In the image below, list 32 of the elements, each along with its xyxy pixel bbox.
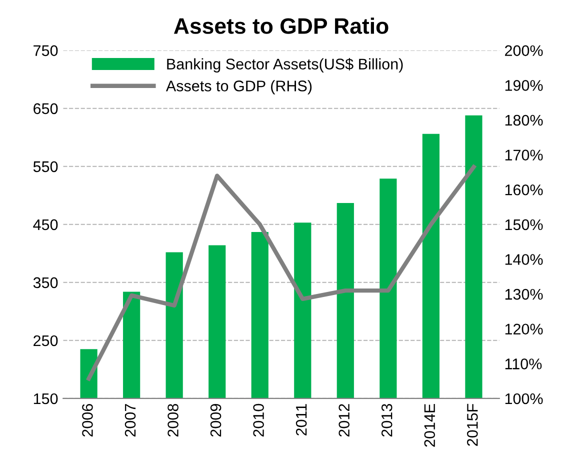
y-tick-label: 250 <box>34 335 58 346</box>
x-tick-label: 2011 <box>296 404 307 436</box>
y2-tick-label: 150% <box>505 219 543 230</box>
chart-title: Assets to GDP Ratio <box>174 18 388 34</box>
y-tick-label: 350 <box>33 277 58 288</box>
x-tick-label: 2015F <box>467 404 478 446</box>
y-tick-label: 750 <box>34 45 58 56</box>
x-tick-label: 2006 <box>82 404 93 437</box>
y-tick-label: 450 <box>33 219 58 230</box>
y2-tick-label: 200% <box>505 45 543 56</box>
x-tick-label: 2008 <box>168 404 178 437</box>
x-tick-label: 2014E <box>424 404 436 447</box>
x-tick-label: 2012 <box>338 404 350 437</box>
legend-label: Banking Sector Assets(US$ Billion) <box>167 58 403 72</box>
y2-tick-label: 140% <box>505 254 543 265</box>
x-tick-label: 2013 <box>381 404 392 437</box>
y2-tick-label: 100% <box>505 393 543 404</box>
legend-label: Assets to GDP (RHS) <box>166 80 312 94</box>
y-tick-label: 550 <box>33 161 58 172</box>
x-tick-label: 2007 <box>124 404 136 437</box>
y-tick-label: 650 <box>34 103 58 114</box>
y2-tick-label: 130% <box>505 288 543 300</box>
y2-tick-label: 160% <box>505 184 543 196</box>
y2-tick-label: 120% <box>505 324 543 335</box>
line-series <box>86 164 476 381</box>
x-tick-label: 2010 <box>253 404 264 437</box>
y-tick-label: 150 <box>34 393 58 404</box>
y2-tick-label: 180% <box>505 114 543 126</box>
y2-tick-label: 110% <box>505 358 542 370</box>
x-tick-label: 2009 <box>210 404 222 437</box>
y2-tick-label: 190% <box>505 80 543 91</box>
y2-tick-label: 170% <box>505 150 543 160</box>
